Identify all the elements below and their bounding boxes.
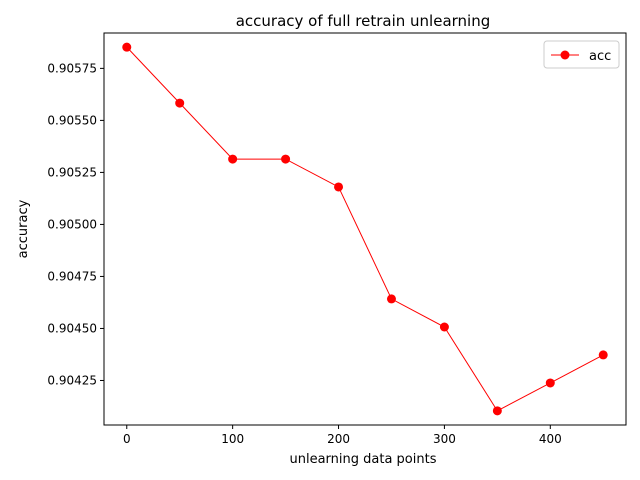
y-tick-label: 0.90500 — [47, 217, 97, 231]
axes-frame — [103, 32, 627, 426]
data-point — [175, 98, 185, 108]
series-layer — [122, 42, 608, 416]
x-tick-label: 400 — [539, 432, 562, 446]
y-tick-label: 0.90525 — [47, 165, 97, 179]
chart-title: accuracy of full retrain unlearning — [236, 12, 491, 30]
legend: acc — [543, 40, 620, 69]
series-line-acc — [126, 46, 604, 412]
y-tick-label: 0.90475 — [47, 269, 97, 283]
legend-box — [543, 40, 620, 69]
data-point — [334, 182, 344, 192]
y-axis-label: accuracy — [16, 199, 31, 258]
x-tick-label: 300 — [433, 432, 456, 446]
data-point — [492, 406, 502, 416]
data-point — [386, 294, 396, 304]
x-axis: 0 100 200 300 400 — [123, 425, 562, 446]
y-axis: 0.90425 0.90450 0.90475 0.90500 0.90525 0.905… — [47, 61, 104, 387]
x-tick-label: 100 — [221, 432, 244, 446]
legend-marker-acc — [560, 50, 570, 60]
x-tick-label: 200 — [327, 432, 350, 446]
y-tick-label: 0.90425 — [47, 373, 97, 387]
x-tick-label: 0 — [123, 432, 131, 446]
y-tick-label: 0.90575 — [47, 61, 97, 75]
data-point — [228, 154, 238, 164]
plot-area — [103, 32, 627, 426]
data-point — [439, 322, 449, 332]
data-point — [281, 154, 291, 164]
data-point — [122, 42, 132, 52]
data-point — [598, 350, 608, 360]
y-tick-label: 0.90450 — [47, 321, 97, 335]
y-tick-label: 0.90550 — [47, 113, 97, 127]
x-axis-label: unlearning data points — [290, 452, 437, 467]
legend-label-acc: acc — [589, 49, 611, 64]
data-point — [545, 378, 555, 388]
